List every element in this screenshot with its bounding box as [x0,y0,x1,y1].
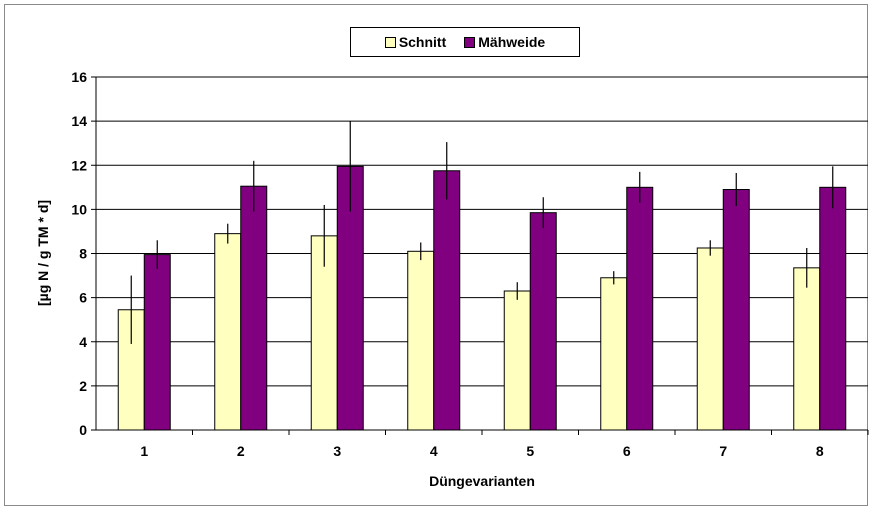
y-tick-label: 12 [71,157,87,173]
legend-label-maehweide: Mähweide [478,34,546,50]
bar-schnitt-2 [214,233,242,431]
x-tick-label: 6 [623,443,631,459]
bar-schnitt-4 [407,250,435,431]
x-tick-label: 7 [719,443,727,459]
bar-schnitt-5 [503,290,531,431]
bar-maehweide-1 [143,254,171,431]
bar-maehweide-5 [529,212,557,431]
x-tick-label: 3 [333,443,341,459]
bar-schnitt-6 [600,277,628,431]
x-tick-label: 4 [430,443,438,459]
y-tick-label: 4 [79,334,87,350]
legend-swatch-maehweide [464,36,476,48]
legend: Schnitt Mähweide [350,27,580,57]
legend-swatch-schnitt [384,36,396,48]
y-tick-label: 14 [71,113,87,129]
bar-schnitt-7 [696,247,724,431]
bar-layer [117,121,847,431]
grid-layer [96,76,868,387]
bar-maehweide-6 [626,186,654,431]
y-tick-label: 6 [79,290,87,306]
y-tick-label: 0 [79,422,87,438]
y-tick-label: 8 [79,246,87,262]
y-axis-title: [µg N / g TM * d] [35,200,51,306]
x-tick-label: 5 [526,443,534,459]
y-tick-label: 2 [79,378,87,394]
y-tick-label: 10 [71,201,87,217]
bar-schnitt-3 [310,235,338,431]
bar-maehweide-2 [240,185,268,431]
x-tick-label: 1 [140,443,148,459]
bar-maehweide-4 [433,170,461,431]
legend-entry-maehweide: Mähweide [464,34,545,50]
legend-label-schnitt: Schnitt [398,34,447,50]
x-axis-title: Düngevarianten [429,473,535,489]
bar-maehweide-8 [819,186,847,431]
bar-maehweide-7 [722,189,750,431]
x-tick-label: 8 [816,443,824,459]
legend-entry-schnitt: Schnitt [384,34,447,50]
bar-schnitt-8 [793,267,821,431]
y-tick-label: 16 [71,69,87,85]
x-tick-label: 2 [237,443,245,459]
